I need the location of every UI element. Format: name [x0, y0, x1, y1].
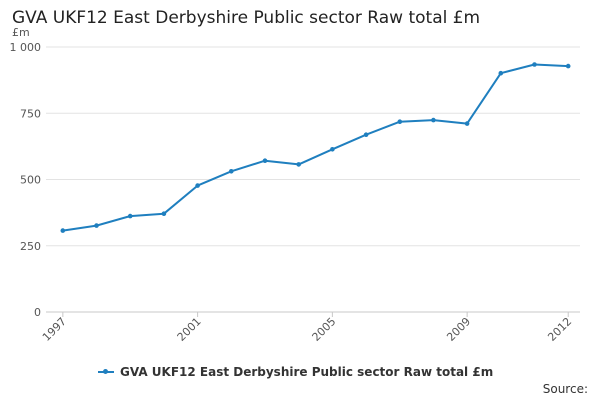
- data-point: [498, 70, 504, 76]
- data-point: [363, 132, 369, 137]
- data-point: [262, 158, 268, 163]
- x-tick-label: 2009: [444, 315, 473, 344]
- data-point: [464, 121, 470, 126]
- data-point: [60, 228, 66, 233]
- x-tick-label: 2012: [545, 315, 574, 344]
- data-point: [94, 223, 99, 228]
- grid-lines: [46, 46, 580, 247]
- series-layer: [60, 62, 571, 233]
- y-tick-label: 500: [20, 174, 41, 187]
- data-point: [195, 183, 200, 188]
- chart-title: GVA UKF12 East Derbyshire Public sector …: [12, 8, 481, 28]
- x-tick-label: 2001: [175, 315, 204, 344]
- data-point: [330, 147, 335, 152]
- axes: 0 250 500 750 1 000 £m 1997 2001 2005 2009 2012: [10, 26, 580, 344]
- x-tick-label: 2005: [310, 315, 339, 344]
- data-point: [565, 63, 571, 69]
- y-tick-label: 750: [20, 107, 41, 120]
- data-point: [229, 169, 234, 174]
- data-point: [431, 117, 436, 123]
- y-tick-label: 1 000: [10, 41, 42, 54]
- series-line: [62, 63, 569, 232]
- data-point: [397, 119, 403, 124]
- legend[interactable]: GVA UKF12 East Derbyshire Public sector …: [98, 365, 493, 379]
- data-point: [161, 211, 167, 216]
- y-tick-label: 0: [34, 306, 41, 319]
- source-label: Source:: [542, 382, 588, 396]
- legend-label: GVA UKF12 East Derbyshire Public sector …: [120, 365, 494, 379]
- y-axis-label: £m: [12, 26, 30, 39]
- data-point: [296, 162, 302, 167]
- x-tick-label: 1997: [40, 315, 69, 344]
- data-point: [532, 62, 537, 67]
- y-tick-label: 250: [20, 240, 41, 253]
- legend-swatch-icon: [98, 369, 114, 374]
- data-point: [127, 213, 133, 219]
